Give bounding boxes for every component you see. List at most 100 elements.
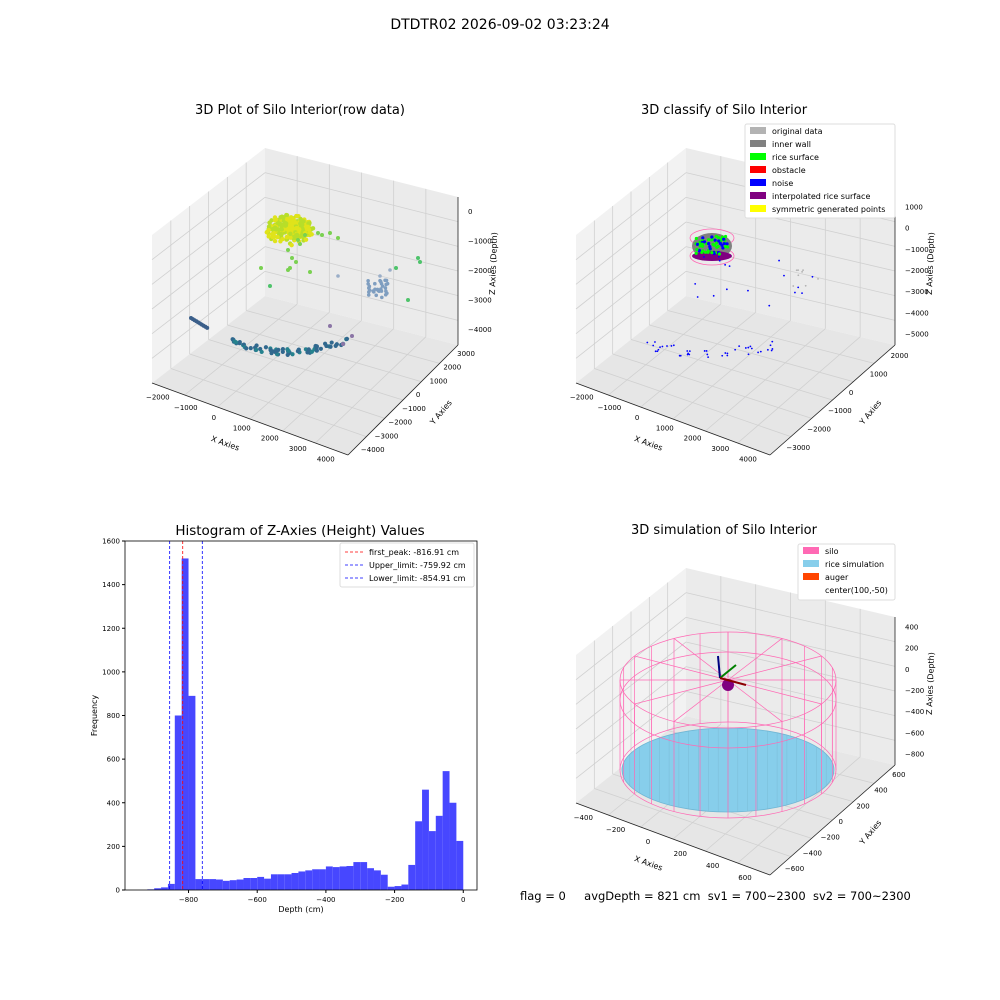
cls-x-tick-label: −2000 [570,394,594,402]
cls-data-point [712,243,717,247]
cls-data-point [724,245,728,249]
histogram-y-tick-label: 0 [116,887,120,895]
cls-data-point [707,242,711,246]
histogram-bar [305,870,313,890]
histogram-bar [161,887,168,890]
histogram-bar [264,878,271,890]
raw-y-tick-label: 2000 [443,364,461,372]
histogram-x-tick-label: −400 [316,896,335,904]
raw-x-axis-line [151,382,349,456]
simulation-legend-label: silo [825,547,839,556]
raw-data-point [328,324,332,328]
raw-y-tick-label: −1000 [402,405,426,413]
raw-data-point [333,343,338,348]
raw-3d-plot: −2000 −1000 0 1000 2000 3000 4000 −4000 −3000 −20… [146,148,499,463]
histogram-bar [243,878,251,890]
raw-data-point [324,343,329,349]
raw-data-point [373,281,377,286]
cls-data-point [718,241,722,246]
raw-plot-title: 3D Plot of Silo Interior(row data) [195,103,405,118]
raw-data-point [284,212,289,218]
sim-y-tick-label: −200 [821,834,840,842]
cls-data-point [723,234,728,239]
cls-noise-point [694,282,697,285]
sim-x-tick-label: −200 [606,826,625,834]
raw-z-tick-label: −1000 [468,237,492,245]
cls-original-point [792,285,795,287]
histogram-bar [422,789,429,890]
cls-y-tick-label: −3000 [786,444,810,452]
raw-data-point [280,349,285,354]
cls-noise-point [656,350,659,353]
cls-data-point [710,251,714,255]
classify-legend-swatch [750,192,766,199]
cls-y-axis-label: Y Axies [857,398,883,427]
histogram-bar [195,879,203,890]
raw-data-point [286,348,291,354]
cls-data-point [713,238,717,242]
raw-data-point [237,339,242,345]
cls-data-point [700,242,704,246]
histogram-bar [277,874,285,890]
raw-gridlines [151,156,459,444]
histogram-bar [456,840,464,890]
histogram-bar [250,878,258,890]
raw-data-point [344,336,350,341]
histogram-bar [229,880,237,890]
sim-z-tick-label: 200 [905,645,918,653]
flag-text: flag = 0 [520,889,566,903]
cls-noise-point [744,347,747,349]
cls-y-tick-label: −1000 [828,407,852,415]
histogram-title: Histogram of Z-Axies (Height) Values [175,523,425,539]
raw-y-axis-label: Y Axies [428,398,454,427]
raw-data-point [281,215,286,220]
cls-noise-point [721,354,724,357]
raw-data-point [294,260,298,264]
histogram-bar [236,879,244,890]
histogram-bar [339,866,347,890]
cls-noise-point [654,350,657,353]
cls-x-tick-label: −1000 [598,404,622,412]
cls-z-tick-label: 0 [905,225,909,233]
sim-y-tick-label: 600 [892,771,905,779]
raw-data-point [383,286,388,290]
classify-legend-label: noise [772,179,793,188]
cls-y-tick-label: −2000 [807,426,831,434]
auger-center-marker [722,679,734,691]
histogram-bar [174,715,182,890]
raw-z-tick-label: 0 [468,208,472,216]
raw-data-point [373,287,377,292]
cls-noise-point [766,348,769,351]
cls-noise-point [749,345,752,348]
histogram-bar [188,695,196,890]
raw-data-point [318,346,323,351]
cls-noise-point [672,344,675,347]
histogram-chart: −800 −600 −400 −200 0 0 200 400 600 800 1000 1200 14… [90,538,478,914]
raw-y-tick-label: 0 [416,391,420,399]
histogram-bar [346,866,354,890]
cls-data-point [721,246,725,250]
raw-data-point [294,225,299,231]
silo-wireframe [619,631,837,819]
cls-noise-point [770,349,773,352]
cls-data-point [710,235,714,239]
raw-data-point [298,242,302,246]
raw-data-point [232,339,237,344]
cls-floor [576,296,895,455]
cls-noise-point [712,294,715,297]
raw-data-point [309,349,315,354]
histogram-bar [202,879,210,890]
raw-data-point [254,347,259,353]
histogram-bar [401,884,409,890]
histogram-bar [298,871,306,890]
cls-noise-point [811,275,814,278]
raw-data-point [288,215,294,220]
classify-legend-swatch [750,205,766,212]
cls-noise-point [768,304,771,307]
raw-x-axis-label: X Axies [210,434,241,453]
cls-noise-point [666,345,668,347]
cls-grid-line [685,270,896,321]
classify-points [646,228,819,359]
cls-x-axis-label: X Axies [633,434,664,453]
raw-z-axis-label: Z Axies (Depth) [488,232,499,295]
